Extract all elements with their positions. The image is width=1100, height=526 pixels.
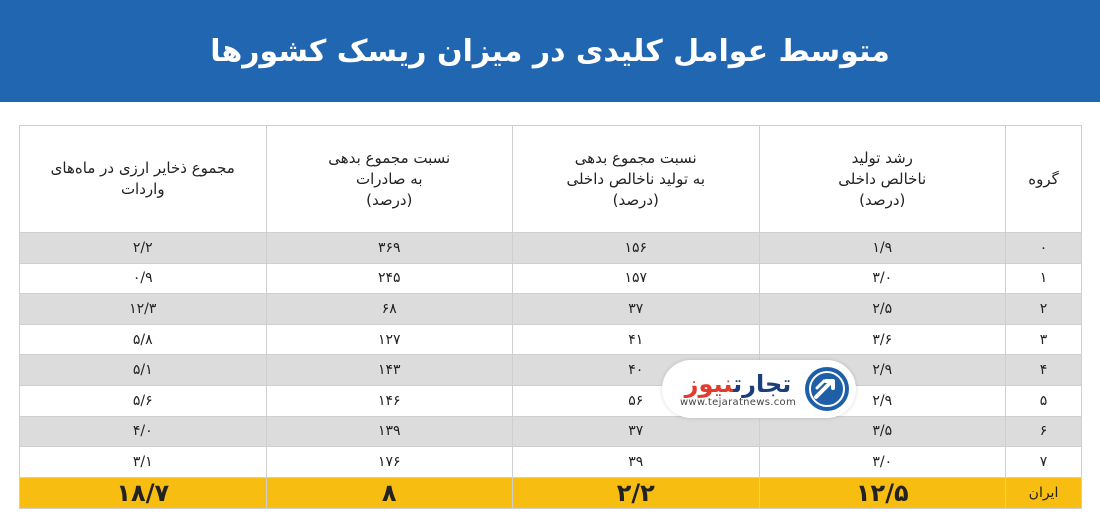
cell-debt-to-gdp: ۲/۲ xyxy=(512,476,760,509)
table-row: ۴ ۲/۹ ۴۰ ۱۴۳ ۵/۱ xyxy=(19,354,1082,386)
cell-reserves: ۵/۶ xyxy=(19,384,267,417)
cell-reserves: ۰/۹ xyxy=(19,262,267,295)
cell-gdp-growth: ۳/۶ xyxy=(758,323,1006,356)
cell-debt-to-exports: ۲۴۵ xyxy=(265,262,513,295)
table-row: ۷ ۳/۰ ۳۹ ۱۷۶ ۳/۱ xyxy=(19,446,1082,478)
cell-group: ۱ xyxy=(1005,262,1082,295)
cell-debt-to-gdp: ۱۵۷ xyxy=(512,262,760,295)
cell-debt-to-gdp: ۱۵۶ xyxy=(512,232,760,264)
cell-group: ۶ xyxy=(1005,415,1082,448)
cell-debt-to-exports: ۶۸ xyxy=(265,293,513,325)
cell-debt-to-exports: ۱۳۹ xyxy=(265,415,513,448)
watermark-text: تجارتنیوز www.tejaratnews.com xyxy=(680,371,796,408)
cell-reserves: ۱۸/۷ xyxy=(19,476,267,509)
cell-debt-to-gdp: ۳۷ xyxy=(512,415,760,448)
header-debt-to-gdp: نسبت مجموع بدهی به تولید ناخالص داخلی (د… xyxy=(512,125,760,233)
table-row: ۵ ۲/۹ ۵۶ ۱۴۶ ۵/۶ xyxy=(19,384,1082,417)
header-debt-to-exports: نسبت مجموع بدهی به صادرات (درصد) xyxy=(265,125,513,233)
watermark-brand-name: تجارتنیوز xyxy=(684,369,792,398)
header-gdp-growth: رشد تولید ناخالص داخلی (درصد) xyxy=(758,125,1006,233)
cell-gdp-growth: ۳/۰ xyxy=(758,262,1006,295)
cell-reserves: ۵/۱ xyxy=(19,354,267,386)
cell-debt-to-exports: ۱۴۳ xyxy=(265,354,513,386)
table-row: ۰ ۱/۹ ۱۵۶ ۳۶۹ ۲/۲ xyxy=(19,232,1082,264)
cell-debt-to-gdp: ۴۱ xyxy=(512,323,760,356)
title-banner: متوسط عوامل کلیدی در میزان ریسک کشورها xyxy=(0,0,1100,102)
cell-group: ۳ xyxy=(1005,323,1082,356)
cell-gdp-growth: ۳/۵ xyxy=(758,415,1006,448)
cell-reserves: ۵/۸ xyxy=(19,323,267,356)
cell-group: ۲ xyxy=(1005,293,1082,325)
cell-group: ایران xyxy=(1005,476,1082,509)
tejaratnews-logo-icon xyxy=(805,367,849,411)
cell-debt-to-gdp: ۳۹ xyxy=(512,446,760,478)
cell-debt-to-exports: ۱۴۶ xyxy=(265,384,513,417)
cell-debt-to-exports: ۸ xyxy=(265,476,513,509)
table-body: ۰ ۱/۹ ۱۵۶ ۳۶۹ ۲/۲ ۱ ۳/۰ ۱۵۷ ۲۴۵ ۰/۹ ۲ ۲/… xyxy=(19,232,1082,509)
table-row: ۲ ۲/۵ ۳۷ ۶۸ ۱۲/۳ xyxy=(19,293,1082,325)
cell-group: ۴ xyxy=(1005,354,1082,386)
risk-factors-table: گروه رشد تولید ناخالص داخلی (درصد) نسبت … xyxy=(19,125,1082,509)
cell-group: ۰ xyxy=(1005,232,1082,264)
cell-reserves: ۳/۱ xyxy=(19,446,267,478)
table-row: ۳ ۳/۶ ۴۱ ۱۲۷ ۵/۸ xyxy=(19,323,1082,356)
cell-gdp-growth: ۱/۹ xyxy=(758,232,1006,264)
risk-factors-table-container: گروه رشد تولید ناخالص داخلی (درصد) نسبت … xyxy=(19,125,1082,509)
cell-debt-to-gdp: ۳۷ xyxy=(512,293,760,325)
cell-debt-to-exports: ۱۷۶ xyxy=(265,446,513,478)
page-title: متوسط عوامل کلیدی در میزان ریسک کشورها xyxy=(210,33,890,69)
cell-debt-to-exports: ۳۶۹ xyxy=(265,232,513,264)
cell-group: ۷ xyxy=(1005,446,1082,478)
tejaratnews-watermark: تجارتنیوز www.tejaratnews.com xyxy=(662,360,856,418)
header-group: گروه xyxy=(1005,125,1082,233)
table-header-row: گروه رشد تولید ناخالص داخلی (درصد) نسبت … xyxy=(19,125,1082,233)
cell-reserves: ۱۲/۳ xyxy=(19,293,267,325)
cell-gdp-growth: ۲/۵ xyxy=(758,293,1006,325)
cell-gdp-growth: ۱۲/۵ xyxy=(758,476,1006,509)
header-reserves-months-imports: مجموع ذخایر ارزی در ماه‌های واردات xyxy=(19,125,267,233)
watermark-url: www.tejaratnews.com xyxy=(679,396,796,408)
table-row: ۱ ۳/۰ ۱۵۷ ۲۴۵ ۰/۹ xyxy=(19,262,1082,295)
cell-group: ۵ xyxy=(1005,384,1082,417)
table-row-iran: ایران ۱۲/۵ ۲/۲ ۸ ۱۸/۷ xyxy=(19,476,1082,509)
cell-reserves: ۴/۰ xyxy=(19,415,267,448)
cell-debt-to-exports: ۱۲۷ xyxy=(265,323,513,356)
cell-gdp-growth: ۳/۰ xyxy=(758,446,1006,478)
table-row: ۶ ۳/۵ ۳۷ ۱۳۹ ۴/۰ xyxy=(19,415,1082,448)
cell-reserves: ۲/۲ xyxy=(19,232,267,264)
